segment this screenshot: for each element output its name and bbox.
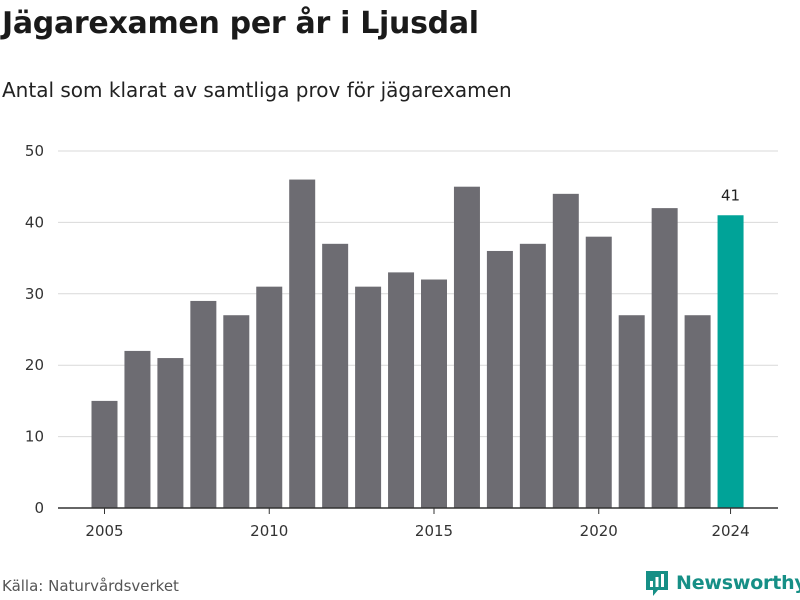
y-tick-label-30: 30 [25,285,44,303]
data-labels: 41 [721,186,740,204]
bar-2019 [552,193,579,508]
bar-2007 [157,358,184,508]
bar-2009 [223,315,250,508]
x-tick-label-2020: 2020 [580,522,618,540]
chart-subtitle: Antal som klarat av samtliga prov för jä… [2,78,512,102]
bar-2011 [289,179,316,508]
bars [91,179,744,508]
bar-2010 [256,286,283,508]
bar-chart: 0 10 20 30 40 50 2005 2010 2015 2020 2024 41 [25,142,778,540]
bar-2015 [421,279,447,508]
x-tick-label-2005: 2005 [85,522,123,540]
bar-2014 [388,272,415,508]
bar-2023 [684,315,711,508]
source-note: Källa: Naturvårdsverket [2,577,179,595]
y-tick-label-0: 0 [34,499,44,517]
x-tick-label-2010: 2010 [250,522,288,540]
bar-2012 [322,243,349,508]
bar-2013 [355,286,382,508]
y-tick-label-40: 40 [25,213,44,231]
y-tick-label-20: 20 [25,356,44,374]
y-tick-label-10: 10 [25,428,44,446]
bar-2022 [651,208,678,508]
bar-2006 [124,350,151,508]
chart-title: Jägarexamen per år i Ljusdal [2,6,479,41]
bar-2017 [486,250,513,508]
x-axis-labels: 2005 2010 2015 2020 2024 [85,522,749,540]
bar-2020 [585,236,612,508]
brand-name: Newsworthy [676,572,800,594]
data-label-2024: 41 [721,186,740,204]
bar-2021 [618,315,645,508]
bar-2024 [717,215,744,508]
brand-logo: Newsworthy [644,569,800,597]
bar-2018 [519,243,546,508]
x-axis [58,507,778,514]
x-tick-label-2015: 2015 [415,522,453,540]
y-axis-labels: 0 10 20 30 40 50 [25,142,44,517]
bar-2016 [453,186,480,508]
bar-2005 [91,400,118,508]
bar-2008 [190,300,217,508]
y-tick-label-50: 50 [25,142,44,160]
x-tick-label-2024: 2024 [711,522,749,540]
bar-chart-logo-icon [646,571,668,596]
